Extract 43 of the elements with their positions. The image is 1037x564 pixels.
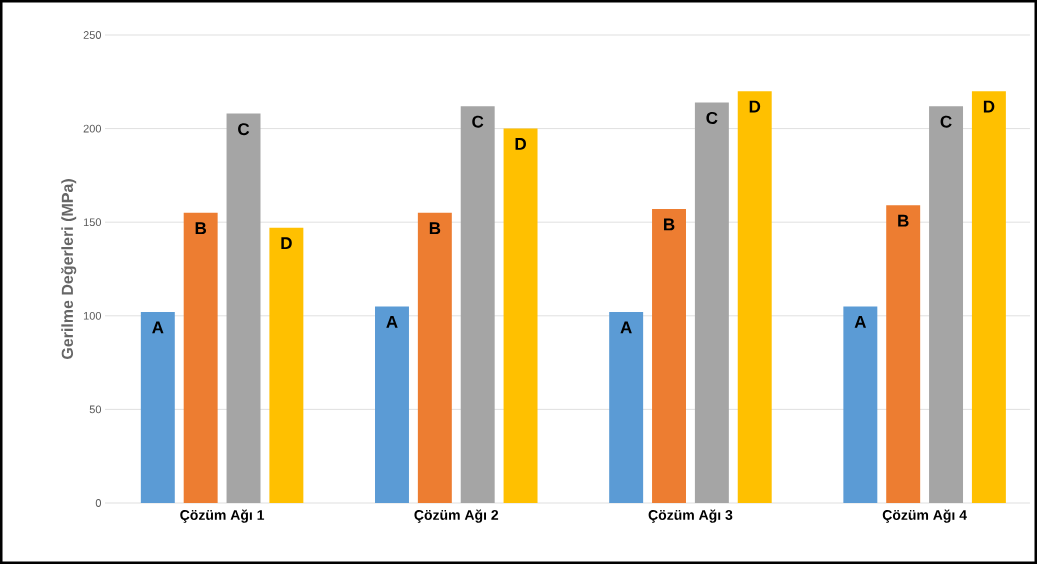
y-tick-label: 200: [83, 124, 102, 133]
text: A: [620, 321, 632, 334]
bar: [694, 102, 729, 503]
series-label: A: [152, 321, 164, 334]
y-tick-label: 150: [83, 218, 102, 227]
x-tick-label: Çözüm Ağı 3: [648, 509, 733, 523]
bar: [737, 91, 772, 503]
bar: [609, 312, 644, 503]
bar: [652, 209, 686, 503]
bar: [843, 306, 878, 503]
bar: [183, 212, 218, 503]
y-tick-label: 100: [83, 311, 102, 320]
y-tick-label: 250: [83, 31, 102, 39]
x-tick-label: Çözüm Ağı 4: [882, 509, 967, 523]
series-label: C: [472, 115, 484, 128]
text: B: [429, 222, 441, 235]
series-label: D: [281, 237, 292, 250]
bar: [929, 106, 964, 503]
text: A: [386, 315, 398, 328]
y-tick-label: 0: [95, 499, 102, 507]
text: C: [940, 115, 952, 128]
text: B: [898, 214, 909, 227]
bar: [886, 205, 921, 503]
bar: [375, 306, 409, 503]
bar: [460, 106, 495, 503]
text: D: [983, 100, 995, 113]
bar: [226, 113, 261, 503]
x-tick-label: Çözüm Ağı 1: [180, 509, 265, 523]
bar: [503, 128, 538, 503]
text: D: [749, 100, 761, 113]
x-tick-label: Çözüm Ağı 2: [414, 509, 499, 523]
bar: [269, 227, 304, 503]
bar: [417, 212, 452, 503]
text: D: [515, 138, 526, 150]
y-tick-label: 50: [89, 405, 102, 414]
text: C: [238, 123, 250, 136]
text: A: [854, 315, 867, 328]
text: C: [706, 111, 718, 124]
text: B: [195, 222, 207, 235]
series-label: B: [664, 218, 675, 231]
bar: [140, 312, 175, 503]
y-axis-title: Gerilme Değerleri (MPa): [61, 179, 77, 360]
bar: [971, 91, 1006, 503]
